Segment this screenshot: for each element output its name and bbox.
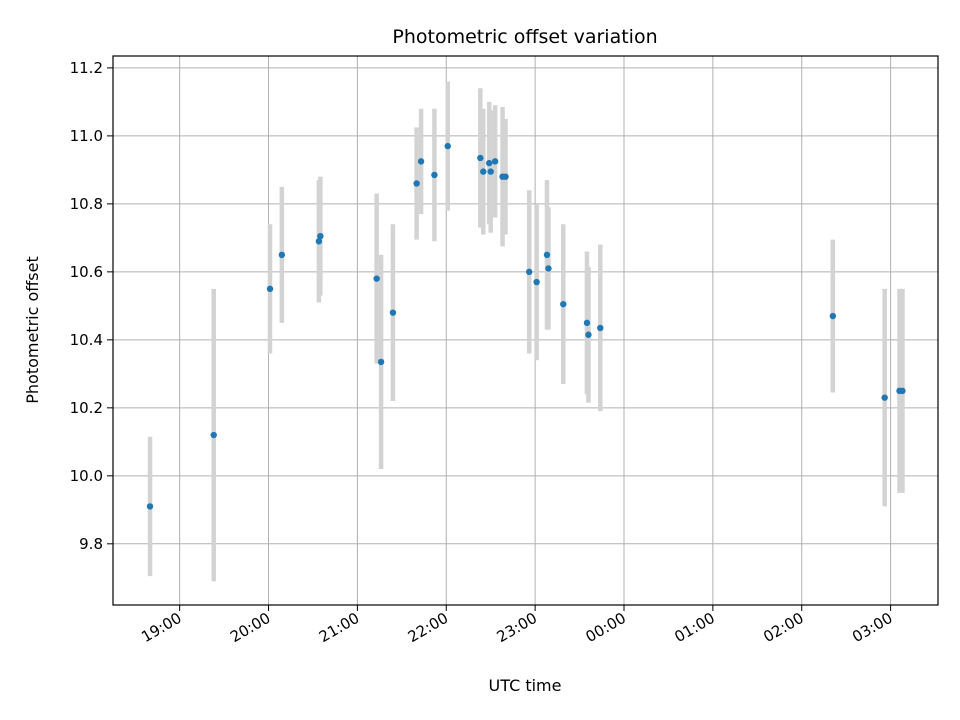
y-tick-label: 10.2 bbox=[70, 399, 103, 417]
y-tick-label: 10.4 bbox=[70, 331, 103, 349]
errorbar-layer bbox=[147, 81, 905, 582]
data-point bbox=[491, 158, 499, 165]
data-point bbox=[526, 268, 533, 276]
chart-title: Photometric offset variation bbox=[392, 26, 657, 48]
data-point bbox=[502, 173, 509, 180]
y-tick-label: 10.8 bbox=[70, 195, 103, 213]
data-point bbox=[210, 431, 217, 439]
y-axis-label: Photometric offset bbox=[23, 256, 42, 404]
data-point bbox=[413, 180, 420, 187]
data-point bbox=[543, 251, 551, 259]
point-layer bbox=[146, 142, 906, 510]
x-tick-label: 02:00 bbox=[760, 609, 806, 646]
x-tick-label: 23:00 bbox=[494, 609, 540, 646]
x-tick-label: 00:00 bbox=[583, 609, 629, 646]
x-tick-label: 01:00 bbox=[671, 609, 717, 646]
x-tick-label: 22:00 bbox=[405, 609, 451, 646]
data-point bbox=[444, 142, 451, 150]
data-point bbox=[597, 324, 604, 332]
data-point bbox=[486, 159, 493, 167]
y-tick-label: 10.0 bbox=[70, 467, 103, 485]
data-point bbox=[389, 309, 397, 316]
data-point bbox=[373, 275, 380, 282]
data-point bbox=[278, 251, 286, 259]
data-point bbox=[146, 503, 154, 510]
data-point bbox=[417, 158, 425, 165]
data-point bbox=[583, 319, 591, 327]
data-point bbox=[266, 285, 274, 293]
y-tick-label: 10.6 bbox=[70, 263, 103, 281]
data-point bbox=[899, 387, 906, 395]
data-point bbox=[545, 265, 552, 272]
data-point bbox=[829, 312, 837, 320]
y-tick-label: 11.2 bbox=[70, 59, 103, 77]
y-tick-label: 9.8 bbox=[79, 535, 103, 553]
data-point bbox=[533, 278, 540, 286]
x-axis-label: UTC time bbox=[489, 676, 562, 695]
data-point bbox=[487, 168, 494, 175]
x-tick-label: 20:00 bbox=[227, 609, 273, 646]
data-point bbox=[585, 331, 592, 338]
y-tick-label: 11.0 bbox=[70, 127, 103, 145]
x-tick-label: 19:00 bbox=[138, 609, 184, 646]
data-point bbox=[560, 300, 567, 308]
data-point bbox=[881, 394, 888, 401]
data-point bbox=[480, 168, 487, 175]
plot-frame bbox=[112, 55, 939, 606]
data-point bbox=[477, 154, 484, 162]
data-point bbox=[315, 238, 323, 245]
grid-layer bbox=[113, 56, 938, 605]
data-point bbox=[377, 358, 385, 366]
x-tick-label: 21:00 bbox=[316, 609, 362, 646]
x-tick-label: 03:00 bbox=[849, 609, 895, 646]
data-point bbox=[317, 232, 324, 240]
data-point bbox=[431, 171, 438, 179]
